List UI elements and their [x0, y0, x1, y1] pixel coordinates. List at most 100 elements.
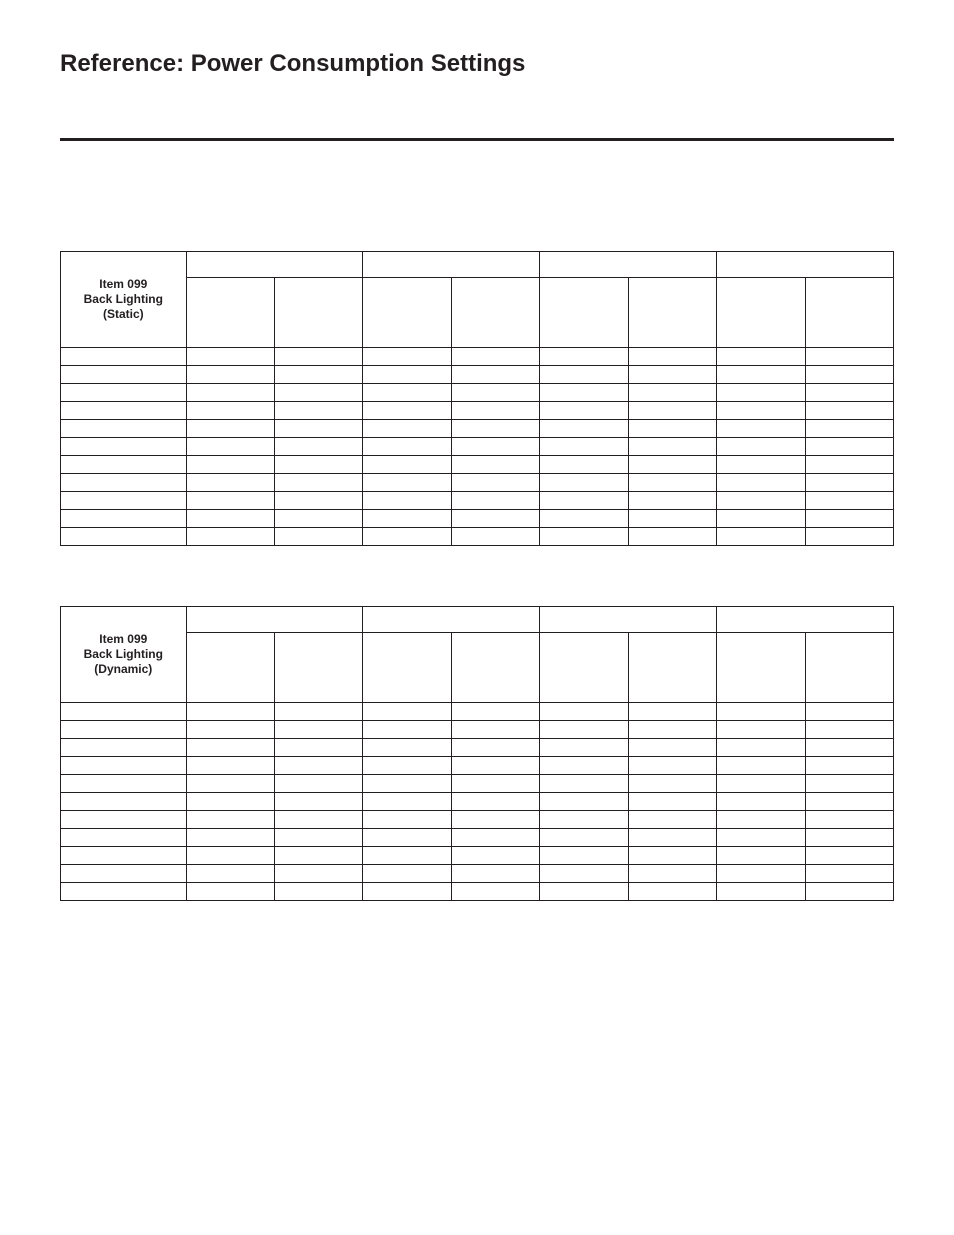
- table-row: [61, 757, 894, 775]
- row-label: [61, 348, 187, 366]
- table-cell: [275, 811, 363, 829]
- table-cell: [805, 703, 893, 721]
- table-row: [61, 847, 894, 865]
- table-row: [61, 775, 894, 793]
- table-cell: [805, 528, 893, 546]
- table-cell: [451, 721, 539, 739]
- table-cell: [186, 793, 274, 811]
- table-cell: [275, 703, 363, 721]
- table-cell: [540, 793, 628, 811]
- column-group-header: [363, 607, 540, 633]
- table-cell: [186, 739, 274, 757]
- table-cell: [540, 811, 628, 829]
- table-cell: [628, 775, 716, 793]
- page-title: Reference: Power Consumption Settings: [60, 50, 894, 78]
- column-sub-header: [540, 633, 628, 703]
- row-label: [61, 757, 187, 775]
- column-group-header: [363, 252, 540, 278]
- table-cell: [275, 366, 363, 384]
- table-cell: [805, 775, 893, 793]
- table-cell: [186, 757, 274, 775]
- table-cell: [717, 474, 805, 492]
- row-label: [61, 384, 187, 402]
- table-row: [61, 883, 894, 901]
- table-cell: [540, 492, 628, 510]
- table-cell: [451, 739, 539, 757]
- table-cell: [363, 438, 451, 456]
- table-cell: [275, 528, 363, 546]
- table-cell: [717, 384, 805, 402]
- table-cell: [363, 420, 451, 438]
- table-cell: [540, 348, 628, 366]
- table-cell: [363, 474, 451, 492]
- row-label: [61, 528, 187, 546]
- row-label: [61, 703, 187, 721]
- row-label: [61, 847, 187, 865]
- table-cell: [540, 847, 628, 865]
- table-cell: [628, 865, 716, 883]
- table-cell: [186, 420, 274, 438]
- table-cell: [805, 829, 893, 847]
- table-corner-label: Item 099Back Lighting(Static): [61, 252, 187, 348]
- table-cell: [451, 883, 539, 901]
- table-cell: [628, 883, 716, 901]
- table-cell: [451, 474, 539, 492]
- table-cell: [363, 402, 451, 420]
- table-cell: [540, 402, 628, 420]
- table-cell: [186, 811, 274, 829]
- table-cell: [628, 739, 716, 757]
- table-cell: [451, 456, 539, 474]
- row-label: [61, 366, 187, 384]
- table-cell: [451, 438, 539, 456]
- settings-table: Item 099Back Lighting(Static): [60, 251, 894, 546]
- table-cell: [186, 366, 274, 384]
- table-cell: [451, 847, 539, 865]
- column-sub-header: [717, 633, 805, 703]
- table-cell: [717, 456, 805, 474]
- table-cell: [628, 829, 716, 847]
- table-cell: [451, 811, 539, 829]
- table-cell: [805, 757, 893, 775]
- tables-container: Item 099Back Lighting(Static) Item 099Bac…: [60, 251, 894, 901]
- table-cell: [186, 703, 274, 721]
- table-cell: [275, 510, 363, 528]
- table-row: [61, 829, 894, 847]
- table-cell: [717, 775, 805, 793]
- table-cell: [186, 847, 274, 865]
- table-cell: [451, 757, 539, 775]
- table-row: [61, 793, 894, 811]
- settings-table: Item 099Back Lighting(Dynamic): [60, 606, 894, 901]
- table-cell: [451, 775, 539, 793]
- table-cell: [451, 492, 539, 510]
- table-cell: [805, 883, 893, 901]
- row-label: [61, 474, 187, 492]
- table-cell: [805, 492, 893, 510]
- table-cell: [186, 528, 274, 546]
- table-cell: [628, 721, 716, 739]
- table-cell: [805, 474, 893, 492]
- table-cell: [717, 721, 805, 739]
- table-cell: [275, 348, 363, 366]
- table-cell: [717, 757, 805, 775]
- table-cell: [275, 775, 363, 793]
- table-cell: [275, 438, 363, 456]
- table-cell: [186, 384, 274, 402]
- table-cell: [717, 793, 805, 811]
- table-row: [61, 474, 894, 492]
- table-cell: [628, 348, 716, 366]
- table-cell: [717, 528, 805, 546]
- table-row: [61, 420, 894, 438]
- column-sub-header: [363, 278, 451, 348]
- table-cell: [363, 865, 451, 883]
- table-cell: [628, 438, 716, 456]
- table-cell: [540, 438, 628, 456]
- table-cell: [363, 847, 451, 865]
- column-sub-header: [186, 278, 274, 348]
- table-corner-label: Item 099Back Lighting(Dynamic): [61, 607, 187, 703]
- table-cell: [805, 811, 893, 829]
- column-sub-header: [451, 633, 539, 703]
- table-cell: [186, 474, 274, 492]
- table-cell: [275, 883, 363, 901]
- table-cell: [540, 757, 628, 775]
- table-cell: [805, 348, 893, 366]
